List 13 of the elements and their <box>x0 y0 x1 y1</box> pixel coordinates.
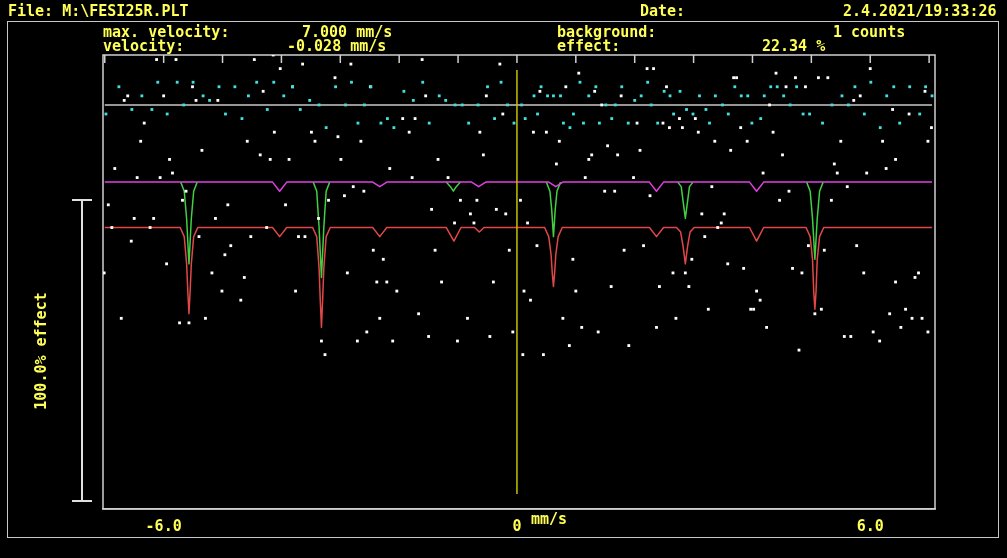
x-tick-label: 6.0 <box>856 516 884 535</box>
text: background: <box>557 23 657 41</box>
x-tick-label: -6.0 <box>145 516 182 535</box>
y-axis-title: 100.0% effect <box>32 292 50 410</box>
annotation: velocity: <box>103 37 185 55</box>
annotation: 22.34 % <box>762 37 826 55</box>
text: 1 counts <box>833 23 906 41</box>
text: 2.4.2021/19:33:26 <box>843 2 997 20</box>
text: Date: <box>640 2 686 20</box>
x-axis-title: mm/s <box>531 510 568 529</box>
chart-title: File: M:\FESI25R.PLT <box>8 2 189 20</box>
annotation: -0.028 mm/s <box>287 37 387 55</box>
x-tick-label: 0 <box>512 516 522 535</box>
